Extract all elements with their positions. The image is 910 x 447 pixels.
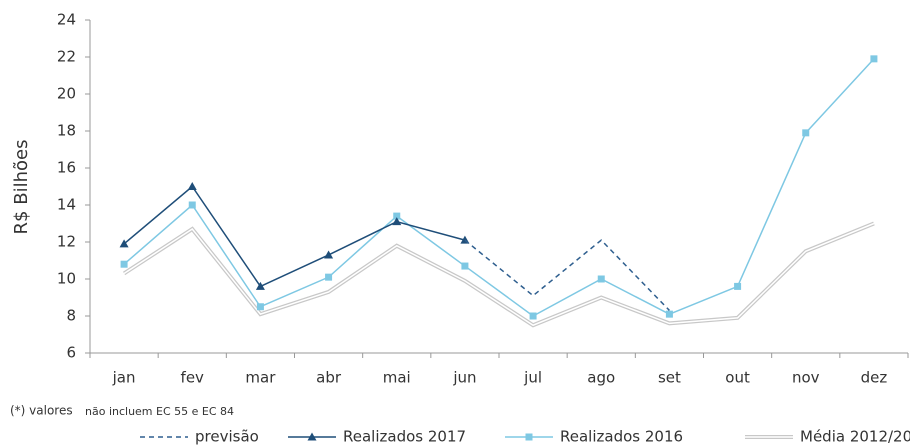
legend-marker: [525, 433, 533, 441]
y-tick-label: 18: [57, 122, 76, 140]
point: [324, 250, 334, 259]
point: [325, 273, 333, 281]
x-tick-label: jul: [523, 369, 542, 387]
point: [392, 217, 402, 226]
legend-label: Média 2012/2016: [800, 428, 910, 446]
y-tick-label: 14: [57, 196, 76, 214]
x-tick-label: abr: [316, 369, 342, 387]
point: [255, 281, 265, 290]
x-tick-label: jun: [452, 369, 476, 387]
x-tick-label: mai: [383, 369, 411, 387]
point: [802, 129, 810, 137]
x-tick-label: ago: [587, 369, 615, 387]
series-line-inner: [123, 222, 875, 327]
y-tick-label: 20: [57, 85, 76, 103]
point: [256, 303, 264, 311]
footnote: não incluem EC 55 e EC 84: [85, 405, 234, 418]
x-tick-label: mar: [245, 369, 276, 387]
point: [597, 275, 605, 283]
legend-label: previsão: [195, 428, 259, 446]
legend-marker: [307, 432, 317, 441]
y-tick-label: 16: [57, 159, 76, 177]
y-axis-label: R$ Bilhões: [11, 140, 32, 235]
x-tick-label: out: [725, 369, 750, 387]
x-tick-label: fev: [181, 369, 205, 387]
point: [461, 262, 469, 270]
series-line: [122, 221, 875, 328]
point: [120, 260, 128, 268]
point: [188, 201, 196, 209]
y-tick-label: 12: [57, 233, 76, 251]
series-line: [123, 185, 466, 288]
point: [393, 212, 401, 220]
point: [665, 310, 673, 318]
legend-label: Realizados 2017: [343, 428, 466, 446]
point: [187, 182, 197, 190]
series-line: [123, 58, 875, 317]
y-tick-label: 6: [66, 344, 76, 362]
point: [734, 282, 742, 290]
x-tick-label: dez: [861, 369, 888, 387]
point: [119, 239, 129, 248]
point: [870, 55, 878, 63]
footnote: (*) valores: [10, 404, 73, 418]
y-tick-label: 10: [57, 270, 76, 288]
y-tick-label: 22: [57, 48, 76, 66]
legend-label: Realizados 2016: [560, 428, 683, 446]
point: [529, 312, 537, 320]
x-tick-label: jan: [112, 369, 136, 387]
x-tick-label: set: [658, 369, 681, 387]
y-tick-label: 8: [66, 307, 76, 325]
x-tick-label: nov: [792, 369, 820, 387]
y-tick-label: 24: [57, 11, 76, 29]
